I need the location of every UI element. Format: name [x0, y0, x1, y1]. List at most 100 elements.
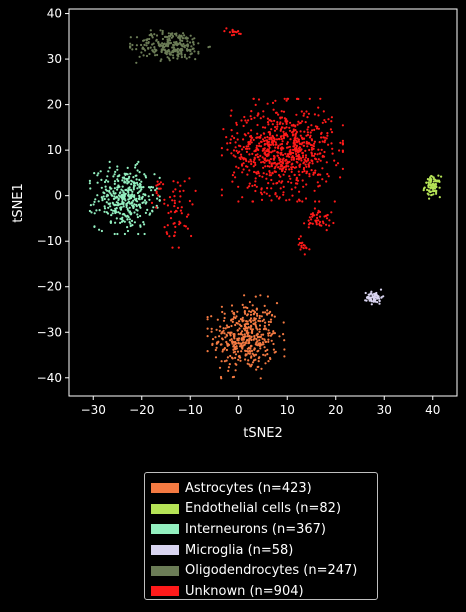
x-tick-label: −10 — [178, 403, 203, 417]
scatter-point — [297, 147, 300, 150]
scatter-point — [231, 376, 234, 379]
scatter-point — [316, 216, 319, 220]
scatter-point — [278, 335, 281, 338]
scatter-point — [316, 160, 319, 163]
scatter-point — [222, 329, 225, 332]
scatter-point — [111, 212, 114, 215]
scatter-point — [270, 187, 273, 190]
scatter-point — [308, 175, 311, 178]
scatter-point — [262, 110, 265, 113]
scatter-point — [272, 342, 275, 346]
scatter-point — [308, 161, 311, 164]
scatter-point — [125, 202, 128, 206]
scatter-point — [317, 219, 320, 222]
scatter-point — [290, 158, 293, 161]
scatter-point — [300, 244, 303, 247]
scatter-point — [316, 211, 320, 214]
scatter-point — [189, 41, 192, 44]
scatter-point — [131, 43, 134, 47]
scatter-point — [304, 149, 307, 152]
scatter-point — [317, 158, 320, 161]
legend: Astrocytes (n=423) Endothelial cells (n=… — [144, 472, 378, 600]
scatter-point — [249, 365, 252, 368]
scatter-point — [197, 42, 200, 45]
scatter-point — [168, 235, 171, 238]
scatter-point — [240, 119, 243, 122]
scatter-point — [256, 148, 259, 151]
scatter-point — [261, 319, 264, 323]
scatter-point — [241, 333, 244, 336]
scatter-point — [295, 152, 298, 156]
scatter-point — [188, 177, 191, 180]
scatter-point — [103, 205, 106, 208]
scatter-point — [115, 195, 118, 198]
scatter-point — [295, 155, 298, 158]
scatter-point — [117, 179, 120, 183]
scatter-point — [192, 47, 195, 50]
scatter-point — [127, 209, 130, 212]
scatter-point — [335, 164, 338, 167]
scatter-point — [179, 49, 182, 52]
scatter-point — [368, 299, 371, 302]
y-tick-label: 0 — [54, 189, 62, 203]
scatter-point — [272, 330, 275, 333]
scatter-point — [302, 137, 306, 140]
scatter-point — [131, 48, 134, 51]
scatter-point — [263, 161, 266, 164]
scatter-point — [90, 211, 93, 214]
scatter-point — [330, 120, 333, 123]
scatter-point — [135, 178, 138, 181]
scatter-point — [312, 214, 315, 217]
scatter-point — [240, 346, 243, 349]
scatter-point — [295, 144, 298, 147]
scatter-point — [163, 202, 166, 205]
scatter-point — [309, 222, 312, 225]
series-5-points — [150, 27, 344, 256]
scatter-point — [301, 241, 304, 244]
scatter-point — [240, 350, 243, 353]
scatter-point — [253, 116, 256, 119]
scatter-point — [272, 154, 275, 158]
scatter-point — [238, 327, 241, 330]
scatter-point — [123, 195, 126, 198]
legend-swatch-oligodendrocytes — [151, 565, 179, 576]
scatter-point — [251, 304, 254, 307]
legend-label-oligodendrocytes: Oligodendrocytes (n=247) — [185, 563, 358, 579]
scatter-point — [237, 339, 240, 342]
scatter-point — [139, 183, 142, 186]
scatter-point — [136, 191, 139, 195]
scatter-point — [317, 114, 320, 117]
scatter-point — [325, 217, 329, 220]
scatter-point — [247, 145, 250, 148]
scatter-point — [252, 313, 255, 316]
scatter-point — [290, 156, 293, 159]
scatter-point — [339, 141, 342, 144]
scatter-point — [304, 154, 308, 157]
scatter-point — [237, 341, 240, 345]
scatter-point — [305, 134, 308, 137]
scatter-point — [117, 199, 120, 202]
scatter-point — [263, 136, 267, 139]
scatter-point — [247, 359, 250, 362]
scatter-point — [163, 198, 166, 201]
scatter-point — [280, 169, 284, 173]
scatter-point — [315, 213, 318, 216]
scatter-point — [310, 169, 313, 172]
scatter-point — [271, 142, 274, 145]
scatter-point — [149, 46, 152, 49]
scatter-point — [121, 185, 124, 188]
scatter-point — [237, 30, 240, 33]
scatter-point — [228, 363, 231, 366]
scatter-point — [189, 34, 192, 37]
scatter-point — [214, 336, 217, 339]
scatter-point — [130, 179, 133, 182]
scatter-point — [314, 125, 317, 128]
scatter-point — [261, 311, 265, 314]
scatter-point — [110, 187, 113, 190]
scatter-point — [257, 170, 260, 173]
scatter-point — [143, 39, 146, 42]
scatter-point — [94, 198, 97, 201]
scatter-point — [112, 197, 115, 200]
scatter-point — [263, 338, 266, 341]
scatter-point — [368, 293, 371, 296]
